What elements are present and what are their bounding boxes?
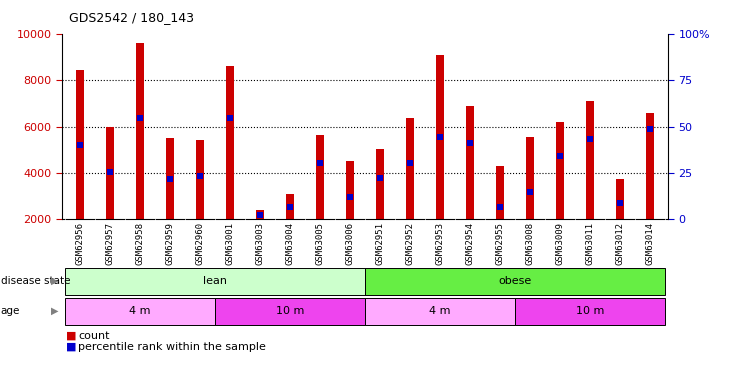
Bar	[226, 66, 234, 219]
Bar	[215, 298, 365, 325]
Text: GSM63014: GSM63014	[645, 222, 655, 265]
Text: GSM62956: GSM62956	[75, 222, 85, 265]
Bar	[65, 268, 365, 295]
Bar	[586, 101, 593, 219]
Text: GSM62952: GSM62952	[405, 222, 415, 265]
Text: GSM62960: GSM62960	[196, 222, 204, 265]
Bar	[286, 194, 293, 219]
Bar	[496, 166, 504, 219]
Text: GSM63003: GSM63003	[255, 222, 264, 265]
Text: 10 m: 10 m	[276, 306, 304, 316]
Text: ■: ■	[66, 342, 76, 352]
Text: GSM62958: GSM62958	[136, 222, 145, 265]
Bar	[406, 118, 414, 219]
Text: 10 m: 10 m	[576, 306, 604, 316]
Text: disease state: disease state	[1, 276, 70, 286]
Bar	[365, 268, 665, 295]
Text: GSM62951: GSM62951	[375, 222, 385, 265]
Bar	[515, 298, 665, 325]
Bar	[107, 127, 114, 219]
Text: GSM63012: GSM63012	[615, 222, 624, 265]
Bar	[137, 43, 144, 219]
Bar	[316, 135, 324, 219]
Text: GSM63009: GSM63009	[556, 222, 564, 265]
Text: GSM63004: GSM63004	[285, 222, 294, 265]
Text: 4 m: 4 m	[129, 306, 151, 316]
Bar	[65, 298, 215, 325]
Text: ▶: ▶	[51, 276, 58, 286]
Text: ■: ■	[66, 331, 76, 340]
Bar	[365, 298, 515, 325]
Text: GSM62954: GSM62954	[466, 222, 474, 265]
Text: 4 m: 4 m	[429, 306, 450, 316]
Text: GSM62955: GSM62955	[496, 222, 504, 265]
Text: GSM63006: GSM63006	[345, 222, 355, 265]
Bar	[466, 106, 474, 219]
Text: GSM62953: GSM62953	[436, 222, 445, 265]
Bar	[646, 112, 653, 219]
Text: GDS2542 / 180_143: GDS2542 / 180_143	[69, 11, 194, 24]
Text: ▶: ▶	[51, 306, 58, 316]
Bar	[616, 179, 623, 219]
Bar	[256, 210, 264, 219]
Bar	[556, 122, 564, 219]
Text: GSM63008: GSM63008	[526, 222, 534, 265]
Text: age: age	[1, 306, 20, 316]
Text: obese: obese	[499, 276, 531, 286]
Text: percentile rank within the sample: percentile rank within the sample	[78, 342, 266, 352]
Text: GSM63011: GSM63011	[585, 222, 594, 265]
Bar	[196, 141, 204, 219]
Text: GSM62957: GSM62957	[106, 222, 115, 265]
Bar	[166, 138, 174, 219]
Text: GSM63005: GSM63005	[315, 222, 325, 265]
Text: GSM62959: GSM62959	[166, 222, 174, 265]
Bar	[376, 148, 384, 219]
Bar	[346, 161, 354, 219]
Text: count: count	[78, 331, 110, 340]
Bar	[526, 137, 534, 219]
Text: GSM63001: GSM63001	[226, 222, 234, 265]
Bar	[77, 70, 84, 219]
Text: lean: lean	[203, 276, 227, 286]
Bar	[437, 55, 444, 219]
